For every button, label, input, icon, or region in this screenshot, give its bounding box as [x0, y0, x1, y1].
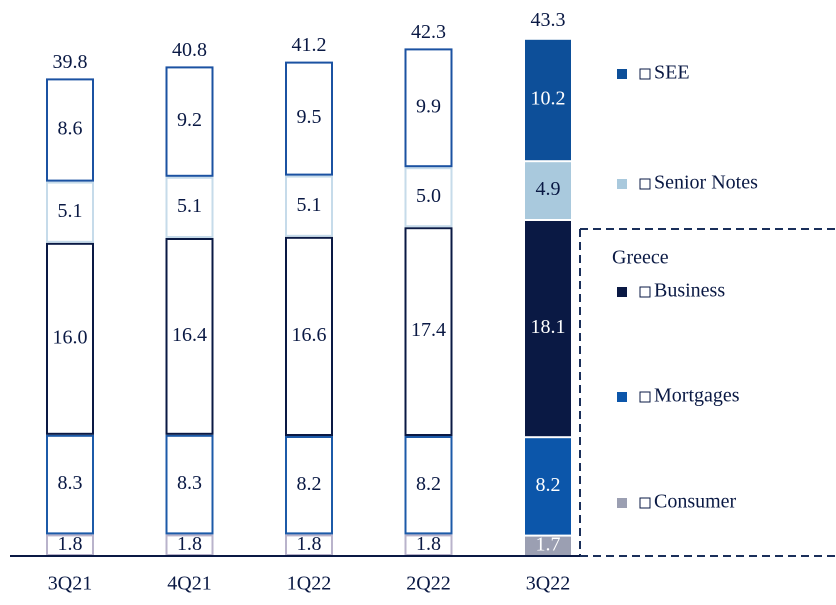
bar-segment: [285, 436, 333, 535]
legend-label: SEE: [654, 62, 690, 84]
legend-label: Mortgages: [654, 385, 740, 407]
legend-swatch-outline: [639, 497, 651, 509]
segment-label: 1.8: [416, 533, 441, 555]
segment-label: 1.8: [58, 533, 83, 555]
legend-swatch-filled: [617, 498, 627, 508]
legend-label: Business: [654, 280, 725, 302]
segment-label: 1.8: [297, 533, 322, 555]
legend-label: Consumer: [654, 491, 737, 513]
segment-label: 8.2: [297, 473, 322, 495]
bar-segment: [285, 175, 333, 237]
x-tick-label: 2Q22: [406, 573, 450, 595]
segment-label: 9.2: [177, 109, 202, 131]
legend-swatch-filled: [617, 392, 627, 402]
total-label: 42.3: [411, 21, 446, 43]
total-label: 39.8: [53, 51, 88, 73]
segment-label: 5.1: [58, 200, 83, 222]
bar-segment: [525, 536, 571, 555]
segment-label: 16.0: [53, 326, 88, 348]
bar-segment: [525, 39, 571, 161]
group-label: Greece: [612, 247, 669, 269]
x-tick-label: 3Q21: [48, 573, 92, 595]
legend-swatch-outline: [639, 286, 651, 298]
bar-segment: [46, 181, 94, 243]
bar-segment: [404, 436, 453, 535]
legend-swatch-filled: [617, 287, 627, 297]
bar-segment: [165, 434, 214, 535]
segment-label: 5.0: [416, 185, 441, 207]
segment-label: 9.5: [297, 106, 322, 128]
segment-label: 16.6: [292, 324, 327, 346]
segment-label: 8.6: [58, 118, 83, 140]
segment-label: 1.8: [177, 533, 202, 555]
legend-swatch-outline: [639, 68, 651, 80]
x-tick-label: 3Q22: [526, 573, 570, 595]
x-tick-label: 1Q22: [287, 573, 331, 595]
x-tick-label: 4Q21: [167, 573, 211, 595]
bar-segment: [285, 61, 333, 176]
segment-label: 1.7: [536, 533, 561, 555]
segment-label: 5.1: [297, 194, 322, 216]
bar-segment: [404, 167, 453, 228]
segment-label: 4.9: [536, 178, 561, 200]
bar-segment: [525, 221, 571, 437]
segment-label: 17.4: [411, 319, 446, 341]
segment-label: 8.3: [177, 472, 202, 494]
legend-swatch-outline: [639, 178, 651, 190]
bar-segment: [165, 66, 214, 177]
bar-segment: [404, 227, 453, 436]
segment-label: 16.4: [172, 324, 207, 346]
bar-segment: [46, 434, 94, 535]
bar-segment: [46, 242, 94, 435]
bar-segment: [285, 236, 333, 436]
total-label: 40.8: [172, 39, 207, 61]
segment-label: 18.1: [531, 316, 566, 338]
legend-label: Senior Notes: [654, 172, 758, 194]
total-label: 43.3: [531, 9, 566, 31]
bar-segment: [46, 78, 94, 182]
segment-label: 8.2: [536, 474, 561, 496]
bar-segment: [404, 48, 453, 168]
segment-label: 9.9: [416, 95, 441, 117]
bar-segment: [165, 238, 214, 435]
bar-segment: [525, 438, 571, 535]
segment-label: 8.3: [58, 472, 83, 494]
legend-swatch-filled: [617, 69, 627, 79]
bar-segment: [165, 176, 214, 239]
segment-label: 10.2: [531, 88, 566, 110]
segment-label: 5.1: [177, 195, 202, 217]
legend-swatch-outline: [639, 391, 651, 403]
total-label: 41.2: [292, 34, 327, 56]
legend-swatch-filled: [617, 179, 627, 189]
bar-segment: [525, 162, 571, 219]
segment-label: 8.2: [416, 473, 441, 495]
